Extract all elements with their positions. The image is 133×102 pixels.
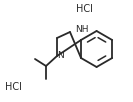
Text: HCl: HCl xyxy=(5,82,21,92)
Text: HCl: HCl xyxy=(76,4,92,14)
Text: N: N xyxy=(57,52,63,60)
Text: NH: NH xyxy=(75,26,88,34)
